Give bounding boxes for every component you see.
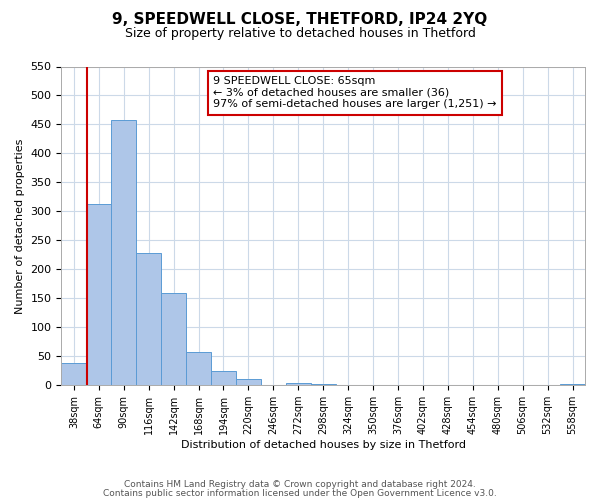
- Bar: [86, 204, 111, 385]
- Bar: [161, 292, 186, 385]
- Bar: [286, 384, 311, 385]
- Bar: [61, 363, 86, 385]
- Bar: [186, 352, 211, 385]
- Bar: [311, 384, 335, 385]
- Bar: [236, 379, 261, 385]
- Bar: [560, 384, 585, 385]
- Text: 9, SPEEDWELL CLOSE, THETFORD, IP24 2YQ: 9, SPEEDWELL CLOSE, THETFORD, IP24 2YQ: [112, 12, 488, 28]
- Bar: [211, 370, 236, 385]
- Text: Size of property relative to detached houses in Thetford: Size of property relative to detached ho…: [125, 28, 475, 40]
- X-axis label: Distribution of detached houses by size in Thetford: Distribution of detached houses by size …: [181, 440, 466, 450]
- Text: 9 SPEEDWELL CLOSE: 65sqm
← 3% of detached houses are smaller (36)
97% of semi-de: 9 SPEEDWELL CLOSE: 65sqm ← 3% of detache…: [213, 76, 497, 110]
- Text: Contains HM Land Registry data © Crown copyright and database right 2024.: Contains HM Land Registry data © Crown c…: [124, 480, 476, 489]
- Bar: [136, 253, 161, 385]
- Text: Contains public sector information licensed under the Open Government Licence v3: Contains public sector information licen…: [103, 489, 497, 498]
- Bar: [111, 120, 136, 385]
- Y-axis label: Number of detached properties: Number of detached properties: [15, 138, 25, 314]
